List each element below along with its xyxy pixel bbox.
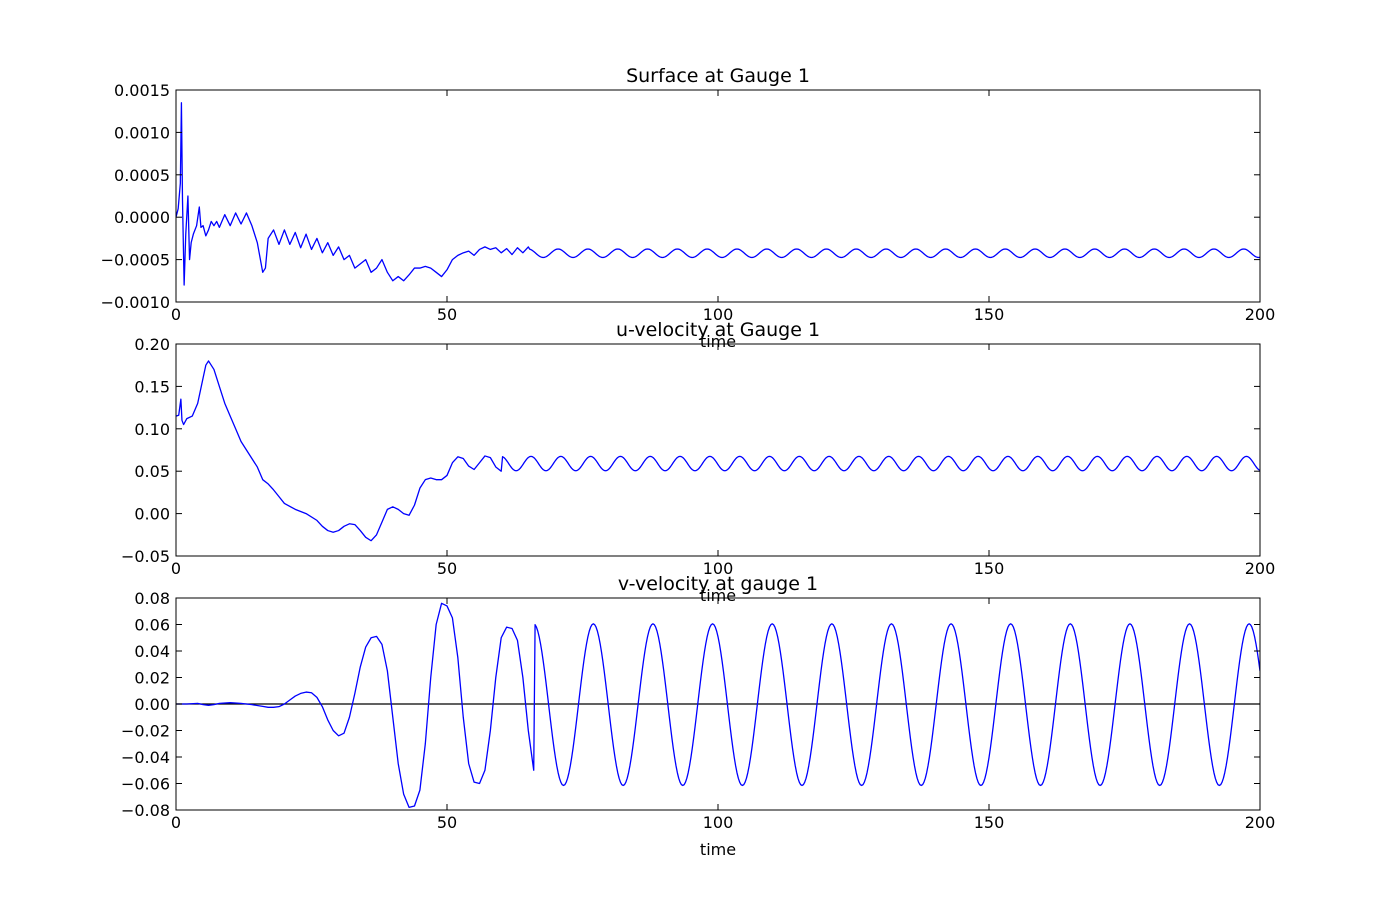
x-tick-label: 200	[1245, 559, 1276, 578]
y-tick-label: −0.06	[121, 775, 170, 794]
v-velocity-plot: v-velocity at gauge 1 0 50 100 150 200 −0.08 −0…	[121, 573, 1275, 859]
v-velocity-x-axis-label: time	[700, 840, 736, 859]
surface-axes-frame	[175, 89, 1261, 303]
x-tick-label: 0	[171, 305, 181, 324]
x-tick-label: 0	[171, 813, 181, 832]
y-tick-label: −0.0010	[101, 293, 170, 312]
surface-title: Surface at Gauge 1	[626, 65, 810, 87]
y-tick-label: 0.04	[134, 642, 170, 661]
y-tick-label: 0.08	[134, 589, 170, 608]
y-tick-label: 0.0005	[114, 166, 170, 185]
surface-series-line	[176, 102, 1260, 286]
x-tick-label: 150	[974, 559, 1005, 578]
x-tick-label: 150	[974, 305, 1005, 324]
x-tick-label: 50	[437, 305, 457, 324]
x-tick-label: 100	[703, 813, 734, 832]
y-tick-label: 0.15	[134, 377, 170, 396]
y-tick-label: −0.02	[121, 722, 170, 741]
v-velocity-title: v-velocity at gauge 1	[618, 573, 818, 595]
u-velocity-x-axis-label: time	[700, 586, 736, 605]
y-tick-label: −0.0005	[101, 251, 170, 270]
surface-plot: Surface at Gauge 1 0 50 100 150 200 −0.0010 −0.…	[101, 65, 1276, 351]
v-velocity-series-line	[176, 602, 1260, 808]
surface-x-axis-label: time	[700, 332, 736, 351]
u-velocity-series-line	[176, 360, 1260, 542]
x-tick-label: 50	[437, 813, 457, 832]
y-tick-label: −0.05	[121, 547, 170, 566]
u-velocity-title: u-velocity at Gauge 1	[616, 319, 820, 341]
x-tick-label: 0	[171, 559, 181, 578]
x-tick-label: 100	[703, 305, 734, 324]
y-tick-label: −0.04	[121, 748, 170, 767]
y-tick-label: 0.02	[134, 669, 170, 688]
u-velocity-axes-frame	[175, 343, 1261, 557]
u-velocity-plot: u-velocity at Gauge 1 0 50 100 150 200 −0.05 0.…	[121, 319, 1275, 605]
y-tick-label: 0.00	[134, 505, 170, 524]
y-tick-label: 0.00	[134, 695, 170, 714]
y-tick-label: 0.10	[134, 420, 170, 439]
x-tick-label: 200	[1245, 813, 1276, 832]
y-tick-label: −0.08	[121, 801, 170, 820]
x-tick-label: 100	[703, 559, 734, 578]
y-tick-label: 0.20	[134, 335, 170, 354]
y-tick-label: 0.06	[134, 616, 170, 635]
x-tick-label: 50	[437, 559, 457, 578]
y-tick-label: 0.05	[134, 462, 170, 481]
y-tick-label: 0.0000	[114, 208, 170, 227]
x-tick-label: 150	[974, 813, 1005, 832]
x-tick-label: 200	[1245, 305, 1276, 324]
y-tick-label: 0.0010	[114, 123, 170, 142]
y-tick-label: 0.0015	[114, 81, 170, 100]
